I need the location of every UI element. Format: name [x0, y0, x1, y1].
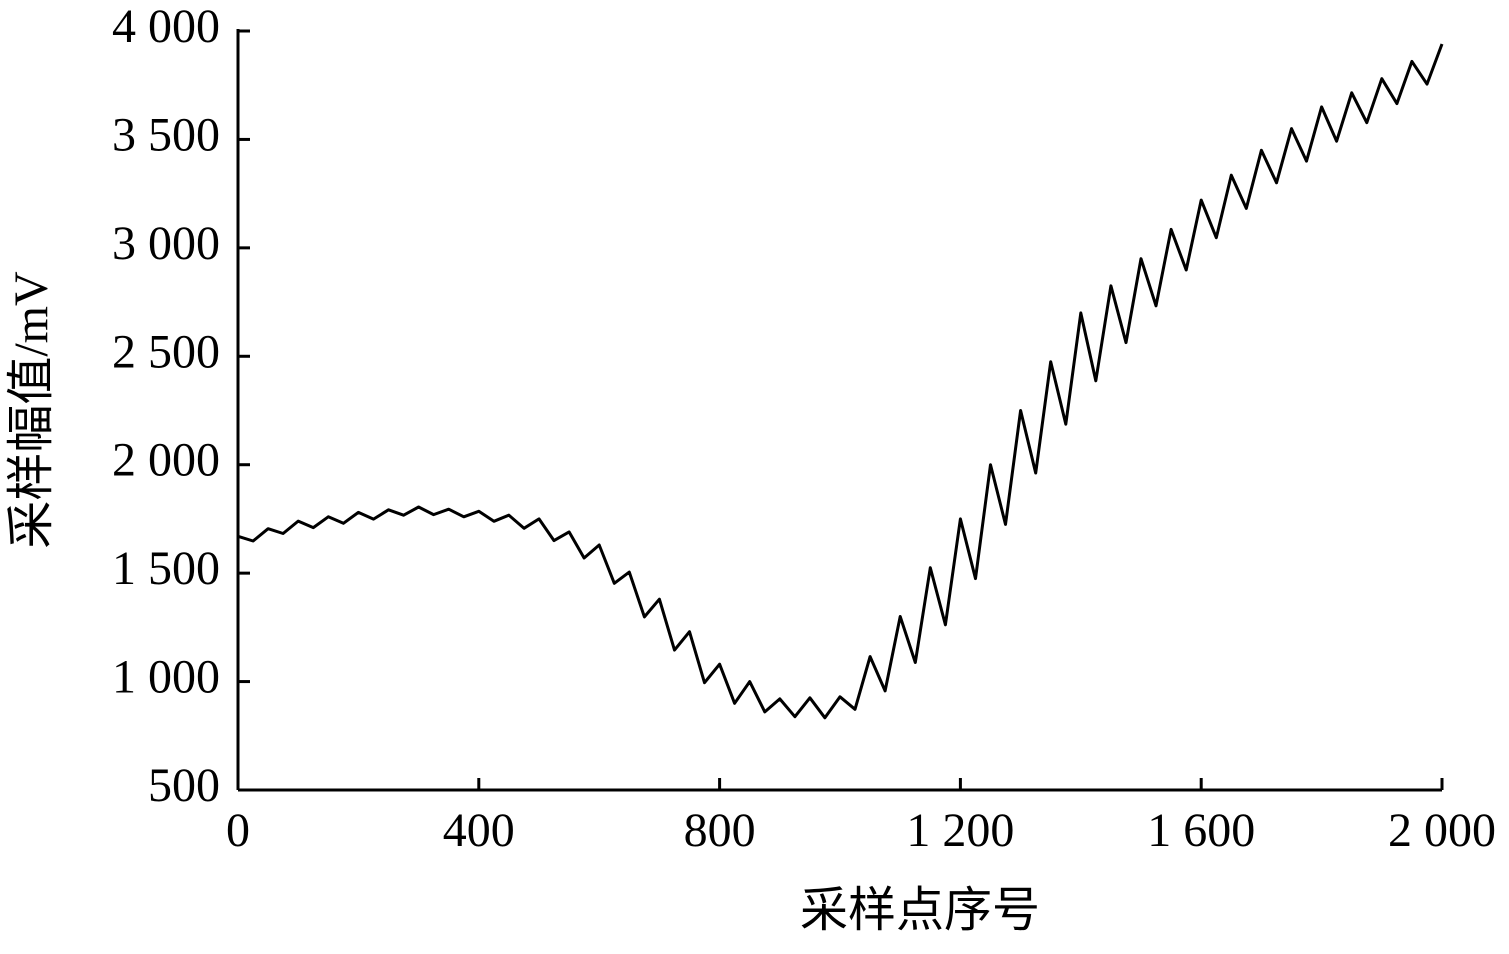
x-tick-label: 400	[443, 804, 515, 857]
y-tick-label: 3 500	[112, 108, 220, 161]
y-tick-label: 1 500	[112, 542, 220, 595]
x-axis-label: 采样点序号	[800, 884, 1040, 937]
y-tick-label: 3 000	[112, 217, 220, 270]
y-axis-label: 采样幅值/mV	[5, 271, 58, 549]
x-tick-label: 1 600	[1147, 804, 1255, 857]
y-tick-label: 4 000	[112, 0, 220, 53]
signal-line	[237, 43, 1444, 720]
x-tick-label: 1 200	[906, 804, 1014, 857]
x-tick-label: 0	[226, 804, 250, 857]
x-tick-label: 2 000	[1388, 804, 1496, 857]
y-tick-label: 1 000	[112, 651, 220, 704]
y-tick-label: 500	[148, 759, 220, 812]
y-tick-label: 2 500	[112, 325, 220, 378]
x-tick-label: 800	[684, 804, 756, 857]
y-tick-label: 2 000	[112, 434, 220, 487]
